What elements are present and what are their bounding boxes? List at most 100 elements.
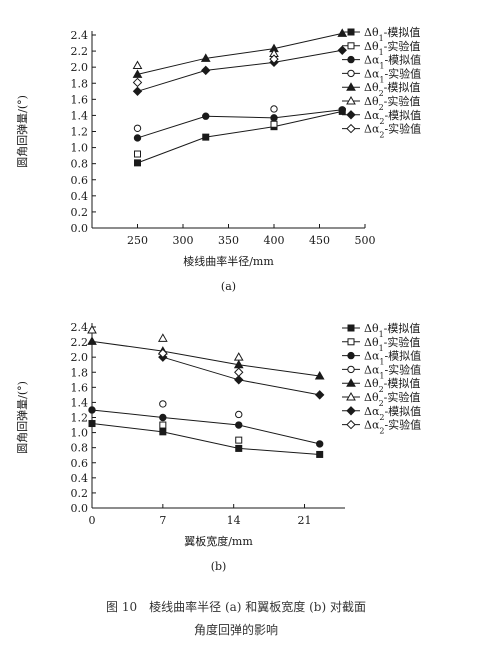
y-tick-label: 2.2	[71, 336, 89, 349]
data-point-1-0	[134, 150, 141, 158]
legend-marker-0	[347, 28, 355, 36]
legend-item-0: Δθ1-模拟值	[342, 321, 420, 339]
x-tick-label: 0	[89, 514, 96, 527]
data-point-2-3	[338, 106, 346, 114]
x-axis-title: 棱线曲率半径/mm	[183, 254, 274, 268]
legend-label-1: Δθ1-实验值	[364, 335, 420, 353]
data-point-6-2	[314, 390, 325, 400]
series-line-0	[137, 110, 343, 164]
data-point-4-3	[337, 28, 348, 37]
legend-marker-7	[346, 123, 356, 134]
y-tick-label: 0.6	[71, 457, 89, 470]
series-2	[133, 106, 346, 142]
legend-item-1: Δθ1-实验值	[342, 39, 420, 56]
y-tick-label: 0.0	[71, 502, 89, 515]
figure-caption-line2: 角度回弹的影响	[194, 622, 278, 637]
data-point-7-1	[234, 367, 244, 377]
series-3	[159, 400, 243, 419]
legend-label-0: Δθ1-模拟值	[364, 321, 420, 339]
series-6	[158, 352, 325, 400]
legend-marker-0	[347, 324, 355, 332]
x-tick-label: 500	[355, 234, 376, 247]
y-tick-label: 2.4	[71, 321, 89, 334]
data-point-2-0	[88, 406, 96, 414]
data-point-4-1	[200, 53, 211, 62]
data-point-3-0	[133, 124, 142, 132]
data-point-3-1	[270, 105, 278, 113]
figure-caption-line1: 图 10 棱线曲率半径 (a) 和翼板宽度 (b) 对截面	[106, 599, 366, 614]
data-point-1-0	[159, 421, 167, 429]
legend-label-3: Δα1-实验值	[364, 66, 421, 84]
legend-item-4: Δθ2-模拟值	[342, 80, 420, 98]
data-point-5-0	[87, 325, 97, 334]
panel-label: (b)	[211, 560, 227, 573]
legend-marker-7	[346, 419, 356, 430]
series-line-4	[137, 32, 343, 75]
series-1	[159, 421, 243, 444]
legend-label-4: Δθ2-模拟值	[364, 80, 420, 98]
chart-panel-a: 0.0 0.2 0.4 0.6 0.8 1.0 1.2 1.4 1.6 1.8 2.0 2.2 2.4 2…	[15, 25, 421, 293]
data-point-6-0	[132, 86, 143, 96]
legend-label-2: Δα1-模拟值	[364, 349, 421, 367]
legend-item-7: Δα2-实验值	[342, 418, 421, 435]
series-line-6	[162, 356, 320, 396]
y-tick-label: 1.2	[71, 126, 89, 139]
series-7	[158, 348, 244, 377]
legend-marker-2	[347, 55, 355, 64]
legend-marker-5	[346, 391, 356, 401]
legend-marker-3	[347, 69, 355, 78]
data-point-0-0	[134, 159, 141, 167]
y-tick-label: 2.0	[71, 351, 89, 364]
y-tick-label: 0.6	[71, 174, 89, 187]
legend-marker-3	[347, 365, 355, 374]
data-point-0-3	[316, 450, 324, 458]
y-tick-label: 1.0	[71, 427, 89, 440]
legend-marker-6	[346, 110, 356, 120]
data-point-6-1	[201, 65, 211, 76]
data-point-4-0	[87, 336, 97, 345]
x-tick-label: 400	[264, 234, 285, 247]
series-4	[87, 336, 325, 380]
series-5	[87, 325, 244, 361]
data-point-2-0	[133, 134, 142, 142]
y-tick-label: 0.4	[71, 472, 89, 485]
y-tick-label: 0.4	[71, 190, 89, 203]
legend-item-2: Δα1-模拟值	[342, 349, 421, 367]
x-tick-label: 14	[227, 514, 241, 527]
x-tick-label: 300	[173, 234, 194, 247]
y-tick-label: 0.0	[71, 222, 89, 235]
x-tick-label: 350	[218, 234, 239, 247]
series-line-0	[91, 423, 320, 455]
legend-item-6: Δα2-模拟值	[342, 404, 421, 421]
data-point-5-0	[132, 60, 143, 70]
data-point-3-0	[159, 400, 167, 408]
data-point-0-0	[88, 420, 96, 428]
legend-label-7: Δα2-实验值	[364, 122, 421, 140]
y-tick-label: 1.4	[71, 109, 89, 122]
y-tick-label: 0.8	[71, 442, 89, 455]
legend-item-3: Δα1-实验值	[342, 362, 421, 380]
data-point-2-3	[316, 440, 324, 448]
series-3	[133, 105, 278, 132]
legend-label-5: Δθ2-实验值	[364, 94, 420, 112]
x-tick-label: 7	[159, 514, 166, 527]
data-point-0-1	[202, 133, 210, 141]
y-tick-label: 1.0	[71, 142, 89, 155]
legend-label-3: Δα1-实验值	[364, 362, 421, 380]
legend-item-5: Δθ2-实验值	[342, 390, 420, 408]
data-point-6-1	[234, 375, 244, 385]
y-tick-label: 1.8	[71, 366, 89, 379]
legend-marker-4	[346, 378, 356, 387]
y-tick-label: 1.6	[71, 93, 89, 106]
y-tick-label: 2.0	[71, 61, 89, 74]
legend-marker-1	[347, 338, 355, 346]
data-point-7-1	[269, 54, 279, 64]
data-point-4-0	[132, 69, 143, 78]
data-point-7-0	[158, 348, 168, 359]
y-tick-label: 1.8	[71, 77, 89, 90]
legend-marker-5	[346, 95, 356, 105]
y-axis-title: 圆角回弹量/(°)	[15, 381, 29, 454]
data-point-4-3	[314, 371, 325, 380]
legend-label-2: Δα1-模拟值	[364, 53, 421, 71]
data-point-6-3	[337, 45, 347, 55]
